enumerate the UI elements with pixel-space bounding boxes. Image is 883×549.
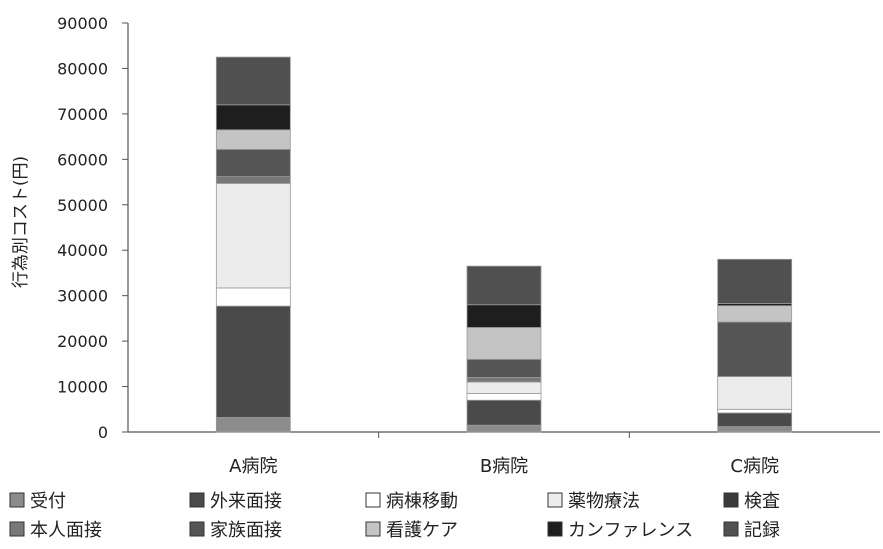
y-tick-label: 0 [98,423,108,442]
plot-area: 0 10000 20000 30000 40000 50000 60000 70000 8000… [57,14,880,477]
bar-segment [215,176,291,184]
bar-segment [215,56,291,106]
y-tick-label: 90000 [57,14,108,33]
bar-segment [717,412,793,427]
bar-segment [215,148,291,178]
legend-swatch [547,521,563,537]
legend-swatch [723,492,739,508]
legend-item-label: 検査 [744,491,780,512]
legend-swatch [9,521,25,537]
bar-segment [466,392,542,401]
legend-swatch [9,492,25,508]
legend-swatch [189,521,205,537]
legend-item-label: 看護ケア [386,520,458,541]
bar-segment [215,287,291,307]
y-tick-label: 50000 [57,196,108,215]
bar-segment [215,183,291,289]
bar-segment [466,304,542,328]
y-axis-label: 行為別コスト(円) [11,156,31,288]
bar-segment [717,305,793,323]
y-tick-label: 40000 [57,241,108,260]
legend-swatch [365,521,381,537]
bar-segment [466,327,542,360]
bar-segment [717,408,793,414]
bar-segment [466,377,542,383]
legend-item-label: 本人面接 [30,520,102,541]
legend-swatch [365,492,381,508]
bar-segment [466,358,542,378]
y-tick-label: 20000 [57,332,108,351]
legend-item-label: 病棟移動 [386,491,458,512]
y-tick-label: 30000 [57,287,108,306]
x-category-label: B病院 [480,456,528,477]
bar-segment [215,129,291,150]
y-tick-label: 70000 [57,105,108,124]
bar-segment [466,399,542,426]
bar-segment [717,258,793,304]
bar-segment [466,424,542,433]
legend-swatch [547,492,563,508]
bar-segment [717,426,793,433]
x-category-label: A病院 [229,456,277,477]
bar-segment [466,265,542,306]
y-tick-label: 10000 [57,378,108,397]
bar-segment [717,321,793,377]
legend-item-label: 外来面接 [210,491,282,512]
bar-segment [466,381,542,394]
legend-swatch [723,521,739,537]
legend-item-label: 受付 [30,491,66,512]
bar-segment [215,417,291,433]
legend-item-label: 記録 [744,520,780,541]
legend-item-label: 家族面接 [210,520,282,541]
legend-swatch [189,492,205,508]
legend-item-label: 薬物療法 [568,491,640,512]
bar-segment [215,104,291,131]
y-tick-label: 60000 [57,150,108,169]
bar-segment [215,305,291,418]
bar-segment [717,376,793,410]
y-tick-label: 80000 [57,59,108,78]
legend-item-label: カンファレンス [568,520,693,541]
x-category-label: C病院 [730,456,779,477]
